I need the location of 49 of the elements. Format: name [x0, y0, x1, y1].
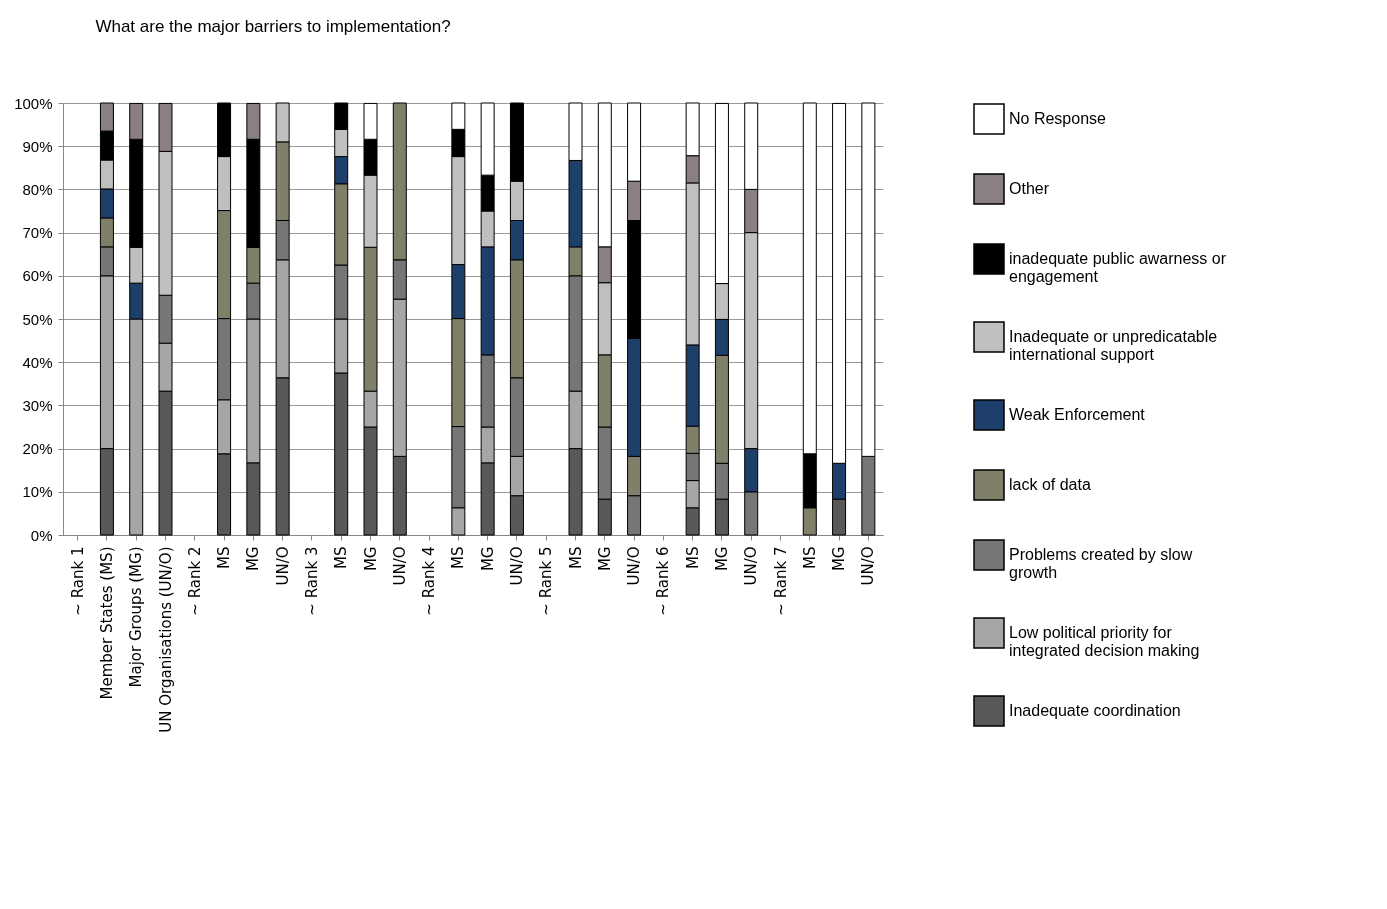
legend-label: inadequate public awarness or engagement	[1009, 250, 1227, 285]
legend-label: lack of data	[1009, 476, 1091, 493]
x-tick-label: UN/O	[273, 546, 292, 586]
x-tick-label: MS	[566, 546, 585, 569]
y-tick-label: 50%	[22, 310, 53, 328]
legend-label: Inadequate or unpredicatable international support	[1009, 328, 1218, 363]
legend-label: Weak Enforcement	[1009, 406, 1146, 423]
x-tick-label: ~ Rank 3	[302, 546, 321, 616]
x-tick-label: UN/O	[507, 546, 526, 586]
x-tick-label: ~ Rank 5	[537, 546, 556, 616]
y-tick-label: 40%	[22, 353, 53, 371]
y-tick-label: 90%	[22, 137, 53, 155]
y-tick-label: 60%	[22, 267, 53, 285]
legend-label: Other	[1009, 180, 1050, 197]
x-tick-label: UN/O	[390, 546, 409, 586]
x-tick-label: ~ Rank 2	[185, 546, 204, 616]
x-tick-label: Major Groups (MG)	[127, 546, 146, 688]
x-tick-label: ~ Rank 1	[68, 546, 87, 616]
x-tick-label: MS	[215, 546, 234, 569]
y-tick-label: 0%	[30, 526, 53, 544]
x-tick-label: MG	[712, 546, 731, 572]
x-tick-label: ~ Rank 7	[771, 546, 790, 616]
y-tick-label: 100%	[14, 94, 53, 112]
y-tick-label: 10%	[22, 483, 53, 501]
x-tick-label: UN/O	[859, 546, 878, 586]
y-tick-label: 20%	[22, 440, 53, 458]
legend-label: No Response	[1009, 110, 1107, 127]
x-tick-label: MG	[595, 546, 614, 572]
x-tick-label: MS	[800, 546, 819, 569]
legend-label: Problems created by slow growth	[1009, 546, 1193, 581]
x-tick-label: ~ Rank 4	[420, 546, 439, 616]
x-tick-label: MS	[449, 546, 468, 569]
x-tick-label: UN Organisations (UN/O)	[156, 546, 175, 733]
x-tick-label: MG	[244, 546, 263, 572]
y-tick-label: 70%	[22, 224, 53, 242]
x-tick-label: MG	[478, 546, 497, 572]
legend-label: Inadequate coordination	[1009, 702, 1181, 719]
x-tick-label: MG	[361, 546, 380, 572]
x-tick-label: ~ Rank 6	[654, 546, 673, 616]
chart-title: What are the major barriers to implementation?	[95, 17, 451, 36]
x-tick-label: UN/O	[625, 546, 644, 586]
y-tick-label: 80%	[22, 180, 53, 198]
x-tick-label: MS	[332, 546, 351, 569]
x-tick-label: Member States (MS)	[97, 546, 116, 700]
legend-label: Low political priority for integrated decision making	[1009, 624, 1200, 659]
y-tick-label: 30%	[22, 396, 53, 414]
x-tick-label: MS	[683, 546, 702, 569]
x-tick-label: MG	[830, 546, 849, 572]
x-tick-label: UN/O	[742, 546, 761, 586]
